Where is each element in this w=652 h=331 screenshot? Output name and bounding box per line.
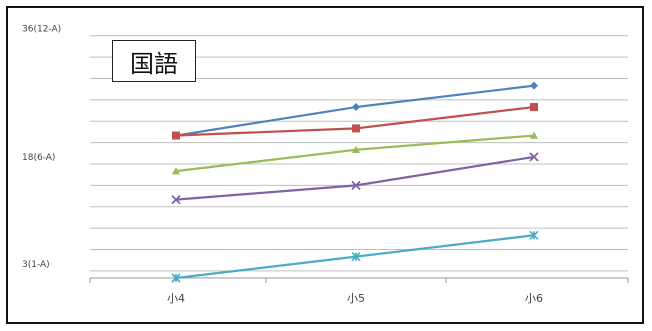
series-2 xyxy=(172,103,538,140)
series-lines xyxy=(171,81,539,283)
series-5 xyxy=(171,230,539,283)
y-tick-label: 18(6-A) xyxy=(22,153,55,163)
data-point xyxy=(352,103,360,112)
x-tick-label: 小5 xyxy=(347,292,365,305)
data-point xyxy=(172,167,180,175)
line-chart: 3(1-A) 18(6-A) 36(12-A) 小4 小5 小6 xyxy=(22,25,629,305)
data-point xyxy=(529,152,539,162)
y-tick-labels: 3(1-A) 18(6-A) 36(12-A) xyxy=(22,25,61,270)
series-3 xyxy=(172,131,538,175)
data-point xyxy=(351,180,361,191)
data-point xyxy=(352,145,360,153)
data-point xyxy=(352,124,360,133)
data-point xyxy=(351,252,361,262)
series-4 xyxy=(171,152,539,205)
data-point xyxy=(530,131,538,139)
axes xyxy=(89,277,629,283)
y-tick-label: 3(1-A) xyxy=(22,260,50,270)
data-point xyxy=(171,273,181,283)
data-point xyxy=(529,230,539,240)
series-line xyxy=(175,155,535,201)
data-point xyxy=(171,195,181,205)
data-point xyxy=(172,131,180,140)
y-tick-label: 36(12-A) xyxy=(22,25,61,35)
x-tick-label: 小4 xyxy=(167,292,185,305)
x-tick-labels: 小4 小5 小6 xyxy=(167,292,543,305)
x-tick-label: 小6 xyxy=(525,292,543,305)
data-point xyxy=(530,81,538,90)
chart-frame: 3(1-A) 18(6-A) 36(12-A) 小4 小5 小6 国語 xyxy=(6,6,644,324)
chart-title: 国語 xyxy=(112,40,196,82)
data-point xyxy=(530,103,538,112)
